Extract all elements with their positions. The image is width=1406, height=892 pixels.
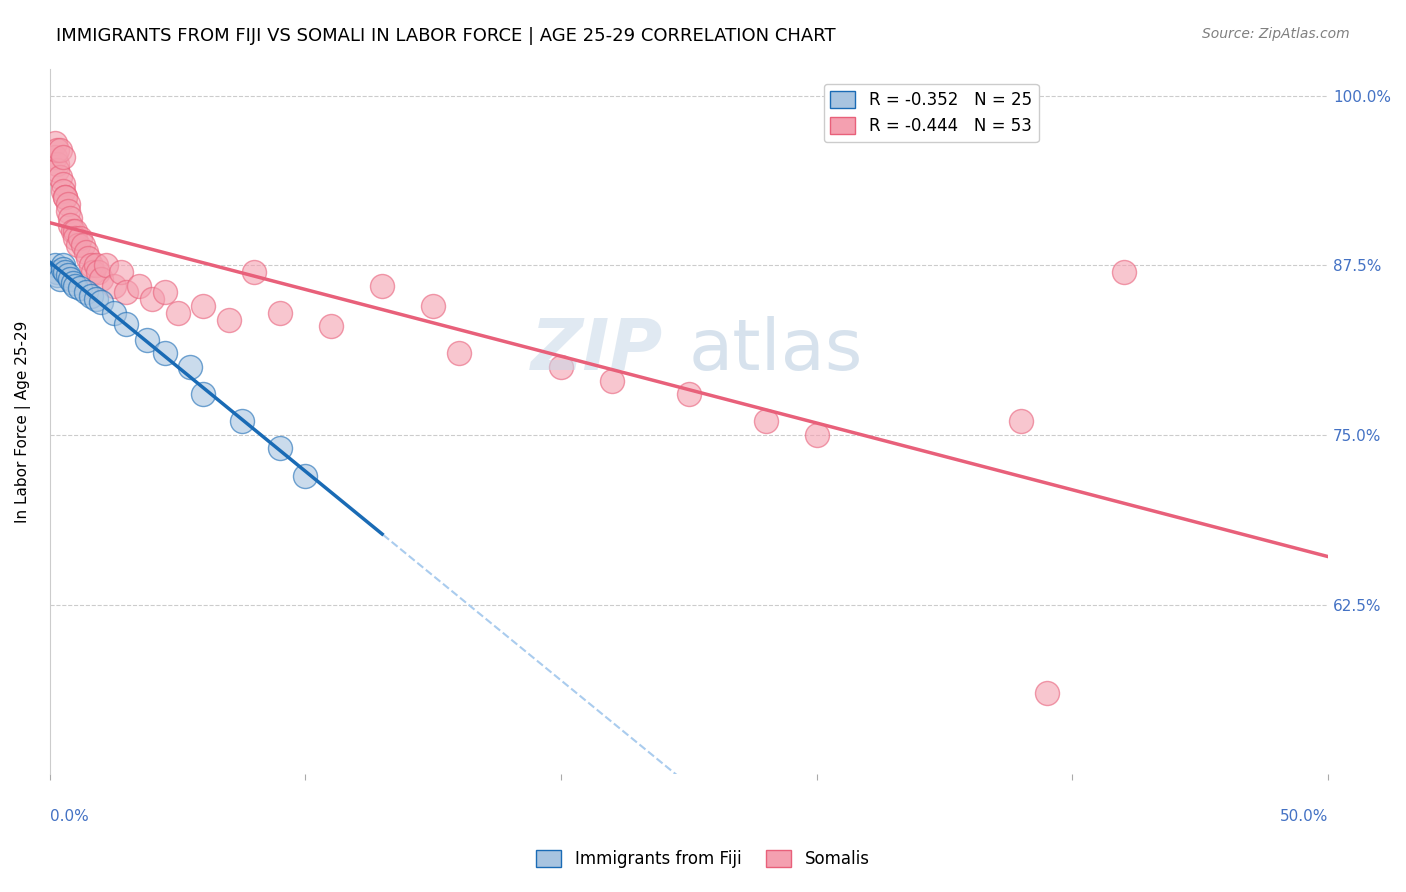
Point bbox=[103, 306, 125, 320]
Point bbox=[65, 224, 87, 238]
Point bbox=[53, 190, 76, 204]
Text: atlas: atlas bbox=[689, 317, 863, 385]
Point bbox=[77, 252, 100, 266]
Point bbox=[141, 292, 163, 306]
Point bbox=[1010, 414, 1032, 428]
Point bbox=[115, 317, 138, 331]
Point bbox=[90, 272, 112, 286]
Point bbox=[269, 442, 291, 456]
Point bbox=[191, 299, 214, 313]
Text: 50.0%: 50.0% bbox=[1279, 809, 1329, 824]
Point bbox=[56, 204, 79, 219]
Point bbox=[103, 278, 125, 293]
Point bbox=[153, 285, 176, 300]
Point bbox=[75, 244, 97, 259]
Point bbox=[62, 224, 84, 238]
Point bbox=[59, 211, 82, 225]
Point bbox=[87, 265, 110, 279]
Point bbox=[51, 258, 73, 272]
Point bbox=[53, 190, 76, 204]
Point bbox=[62, 276, 84, 290]
Point bbox=[53, 265, 76, 279]
Point bbox=[90, 294, 112, 309]
Point bbox=[66, 238, 89, 252]
Point bbox=[128, 278, 150, 293]
Point bbox=[806, 428, 828, 442]
Point bbox=[46, 163, 69, 178]
Point bbox=[51, 262, 73, 277]
Point bbox=[94, 258, 117, 272]
Point bbox=[49, 143, 72, 157]
Point bbox=[319, 319, 342, 334]
Point bbox=[46, 265, 69, 279]
Point bbox=[72, 238, 94, 252]
Point bbox=[153, 346, 176, 360]
Point bbox=[51, 177, 73, 191]
Point bbox=[678, 387, 700, 401]
Point bbox=[65, 278, 87, 293]
Text: 0.0%: 0.0% bbox=[49, 809, 89, 824]
Point bbox=[65, 231, 87, 245]
Text: IMMIGRANTS FROM FIJI VS SOMALI IN LABOR FORCE | AGE 25-29 CORRELATION CHART: IMMIGRANTS FROM FIJI VS SOMALI IN LABOR … bbox=[56, 27, 835, 45]
Point bbox=[79, 258, 101, 272]
Point bbox=[447, 346, 470, 360]
Point bbox=[243, 265, 266, 279]
Point bbox=[59, 272, 82, 286]
Point bbox=[269, 306, 291, 320]
Point bbox=[84, 258, 107, 272]
Point bbox=[59, 218, 82, 232]
Point bbox=[82, 265, 104, 279]
Point bbox=[56, 268, 79, 282]
Point bbox=[51, 184, 73, 198]
Point bbox=[422, 299, 444, 313]
Point bbox=[44, 150, 66, 164]
Point bbox=[191, 387, 214, 401]
Legend: Immigrants from Fiji, Somalis: Immigrants from Fiji, Somalis bbox=[530, 843, 876, 875]
Point bbox=[69, 231, 91, 245]
Point bbox=[56, 197, 79, 211]
Y-axis label: In Labor Force | Age 25-29: In Labor Force | Age 25-29 bbox=[15, 320, 31, 523]
Text: Source: ZipAtlas.com: Source: ZipAtlas.com bbox=[1202, 27, 1350, 41]
Point bbox=[755, 414, 778, 428]
Point bbox=[371, 278, 394, 293]
Point bbox=[49, 170, 72, 185]
Point bbox=[49, 272, 72, 286]
Point bbox=[44, 136, 66, 150]
Point bbox=[166, 306, 188, 320]
Legend: R = -0.352   N = 25, R = -0.444   N = 53: R = -0.352 N = 25, R = -0.444 N = 53 bbox=[824, 84, 1039, 142]
Point bbox=[179, 359, 201, 374]
Point bbox=[110, 265, 132, 279]
Point bbox=[51, 150, 73, 164]
Point bbox=[44, 258, 66, 272]
Text: ZIP: ZIP bbox=[531, 317, 664, 385]
Point bbox=[115, 285, 138, 300]
Point bbox=[218, 312, 240, 326]
Point bbox=[84, 292, 107, 306]
Point bbox=[75, 285, 97, 300]
Point bbox=[79, 289, 101, 303]
Point bbox=[294, 468, 316, 483]
Point bbox=[550, 359, 572, 374]
Point bbox=[135, 333, 157, 347]
Point bbox=[1112, 265, 1135, 279]
Point bbox=[69, 281, 91, 295]
Point bbox=[600, 374, 623, 388]
Point bbox=[46, 156, 69, 170]
Point bbox=[46, 268, 69, 282]
Point bbox=[46, 143, 69, 157]
Point bbox=[231, 414, 253, 428]
Point bbox=[1036, 686, 1059, 700]
